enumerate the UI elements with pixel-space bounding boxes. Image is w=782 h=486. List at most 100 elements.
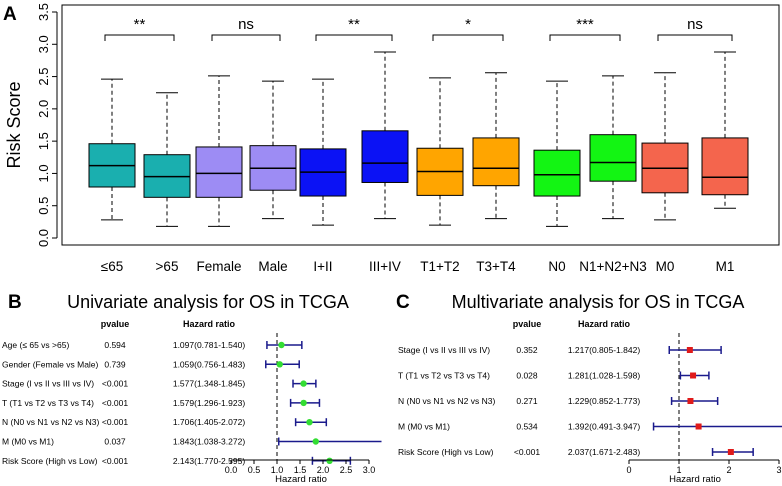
- panel-c-multivariate-forest: Multivariate analysis for OS in TCGA pva…: [398, 292, 782, 485]
- x-tick-label: T3+T4: [476, 259, 516, 274]
- x-tick-label: 0: [626, 465, 631, 475]
- box-2: [143, 92, 191, 227]
- x-axis-label: Hazard ratio: [669, 474, 721, 485]
- row-pvalue: 0.739: [104, 359, 126, 369]
- significance-label: **: [134, 16, 146, 33]
- y-tick-label: 1.5: [36, 132, 51, 150]
- row-pvalue: <0.001: [102, 398, 129, 408]
- row-hazard-ratio: 1.097(0.781-1.540): [173, 340, 245, 350]
- y-tick-label: 0.0: [36, 229, 51, 247]
- x-tick-label: I+II: [313, 259, 332, 274]
- forest-row: M (M0 vs M1) 0.037 1.843(1.038-3.272): [2, 437, 382, 447]
- row-label: M (M0 vs M1): [2, 437, 54, 447]
- comparison-6: ns: [657, 16, 733, 41]
- box-body: [533, 149, 581, 197]
- box-10: [589, 75, 637, 220]
- row-label: M (M0 vs M1): [398, 422, 450, 432]
- row-pvalue: <0.001: [102, 417, 129, 427]
- row-hazard-ratio: 1.577(1.348-1.845): [173, 379, 245, 389]
- x-tick-label: >65: [156, 259, 179, 274]
- bracket: [549, 34, 621, 41]
- box-11: [641, 72, 689, 221]
- forest-row: N (N0 vs N1 vs N2 vs N3) <0.001 1.706(1.40…: [2, 417, 328, 427]
- forest-row: Risk Score (High vs Low) <0.001 2.143(1.77…: [2, 456, 352, 466]
- row-label: N (N0 vs N1 vs N2 vs N3): [398, 396, 495, 406]
- y-tick-label: 2.5: [36, 68, 51, 86]
- row-hazard-ratio: 2.037(1.671-2.483): [568, 447, 640, 457]
- panel-letter-b: B: [8, 292, 22, 313]
- hr-point: [300, 380, 307, 387]
- row-label: T (T1 vs T2 vs T3 vs T4): [398, 371, 490, 381]
- x-tick-label: M0: [656, 259, 675, 274]
- row-hazard-ratio: 1.843(1.038-3.272): [173, 437, 245, 447]
- box-4: [249, 80, 297, 220]
- x-tick-labels: ≤65 >65 Female Male I+II III+IV T1+T2 T3+T4 N0 N1…: [101, 259, 735, 274]
- row-pvalue: <0.001: [514, 447, 541, 457]
- forest-row: Risk Score (High vs Low) <0.001 2.037(1.67…: [398, 447, 754, 457]
- x-tick-label: 3.0: [363, 465, 376, 475]
- pvalue-header: pvalue: [513, 319, 542, 329]
- box-8: [472, 72, 520, 220]
- hr-point: [276, 361, 283, 368]
- plot-frame: [61, 4, 780, 246]
- bracket: [315, 34, 393, 41]
- comparison-1: **: [104, 16, 175, 41]
- box-body: [195, 146, 243, 198]
- x-tick-label: T1+T2: [420, 259, 459, 274]
- hr-point: [686, 347, 693, 353]
- x-axis-label: Hazard ratio: [275, 474, 327, 485]
- y-tick-label: 1.0: [36, 164, 51, 182]
- significance-label: ns: [238, 16, 254, 33]
- row-pvalue: 0.271: [516, 396, 538, 406]
- x-tick-label: N1+N2+N3: [579, 259, 647, 274]
- row-pvalue: 0.037: [104, 437, 126, 447]
- x-tick-label: N0: [548, 259, 565, 274]
- panel-b-univariate-forest: Univariate analysis for OS in TCGA pvalu…: [2, 292, 382, 485]
- row-hazard-ratio: 1.059(0.756-1.483): [173, 359, 245, 369]
- box-3: [195, 75, 243, 227]
- row-pvalue: <0.001: [102, 379, 129, 389]
- comparison-5: ***: [549, 16, 621, 41]
- row-label: Risk Score (High vs Low): [398, 447, 494, 457]
- x-tick-label: III+IV: [369, 259, 401, 274]
- forest-row: Age (≤ 65 vs >65) 0.594 1.097(0.781-1.540): [2, 340, 303, 350]
- forest-row: T (T1 vs T2 vs T3 vs T4) 0.028 1.281(1.028…: [398, 371, 710, 381]
- y-tick-label: 0.5: [36, 197, 51, 215]
- row-label: Gender (Female vs Male): [2, 359, 99, 369]
- box-body: [589, 134, 637, 182]
- row-label: Risk Score (High vs Low): [2, 456, 98, 466]
- hr-point: [306, 419, 313, 426]
- x-tick-label: 0.0: [225, 465, 238, 475]
- row-label: Stage (I vs II vs III vs IV): [398, 345, 490, 355]
- forest-rows: Age (≤ 65 vs >65) 0.594 1.097(0.781-1.540)…: [2, 333, 382, 466]
- hr-point: [727, 449, 734, 455]
- forest-row: Gender (Female vs Male) 0.739 1.059(0.756-…: [2, 359, 300, 369]
- row-hazard-ratio: 1.392(0.491-3.947): [568, 422, 640, 432]
- panel-a-boxplot: Risk Score 0.0 0.5 1.0 1.5 2.0 2.5 3.0 3.5 ≤65 >…: [4, 3, 780, 274]
- row-hazard-ratio: 1.229(0.852-1.773): [568, 396, 640, 406]
- x-axis: 0.0 0.5 1.0 1.5 2.0 2.5 3.0: [225, 459, 376, 475]
- row-pvalue: 0.594: [104, 340, 126, 350]
- row-label: N (N0 vs N1 vs N2 vs N3): [2, 417, 99, 427]
- row-hazard-ratio: 2.143(1.770-2.595): [173, 456, 245, 466]
- bracket: [432, 34, 504, 41]
- row-label: Stage (I vs II vs III vs IV): [2, 379, 94, 389]
- significance-label: **: [348, 16, 360, 33]
- bracket: [211, 34, 281, 41]
- panel-letter-c: C: [396, 292, 410, 313]
- x-tick-label: 2.5: [340, 465, 353, 475]
- comparison-4: *: [432, 16, 504, 41]
- row-label: Age (≤ 65 vs >65): [2, 340, 69, 350]
- bracket: [657, 34, 733, 41]
- box-12: [701, 51, 749, 209]
- box-body: [701, 137, 749, 196]
- forest-row: Stage (I vs II vs III vs IV) 0.352 1.217(0…: [398, 345, 722, 355]
- box-6: [361, 51, 409, 220]
- x-tick-label: 2.0: [317, 465, 330, 475]
- box-7: [416, 77, 464, 226]
- significance-brackets: ** ns ** * *** ns: [104, 16, 733, 41]
- x-axis: 0 1 2 3: [626, 459, 782, 475]
- x-tick-label: 0.5: [248, 465, 261, 475]
- x-tick-label: 1: [676, 465, 681, 475]
- x-tick-label: ≤65: [101, 259, 123, 274]
